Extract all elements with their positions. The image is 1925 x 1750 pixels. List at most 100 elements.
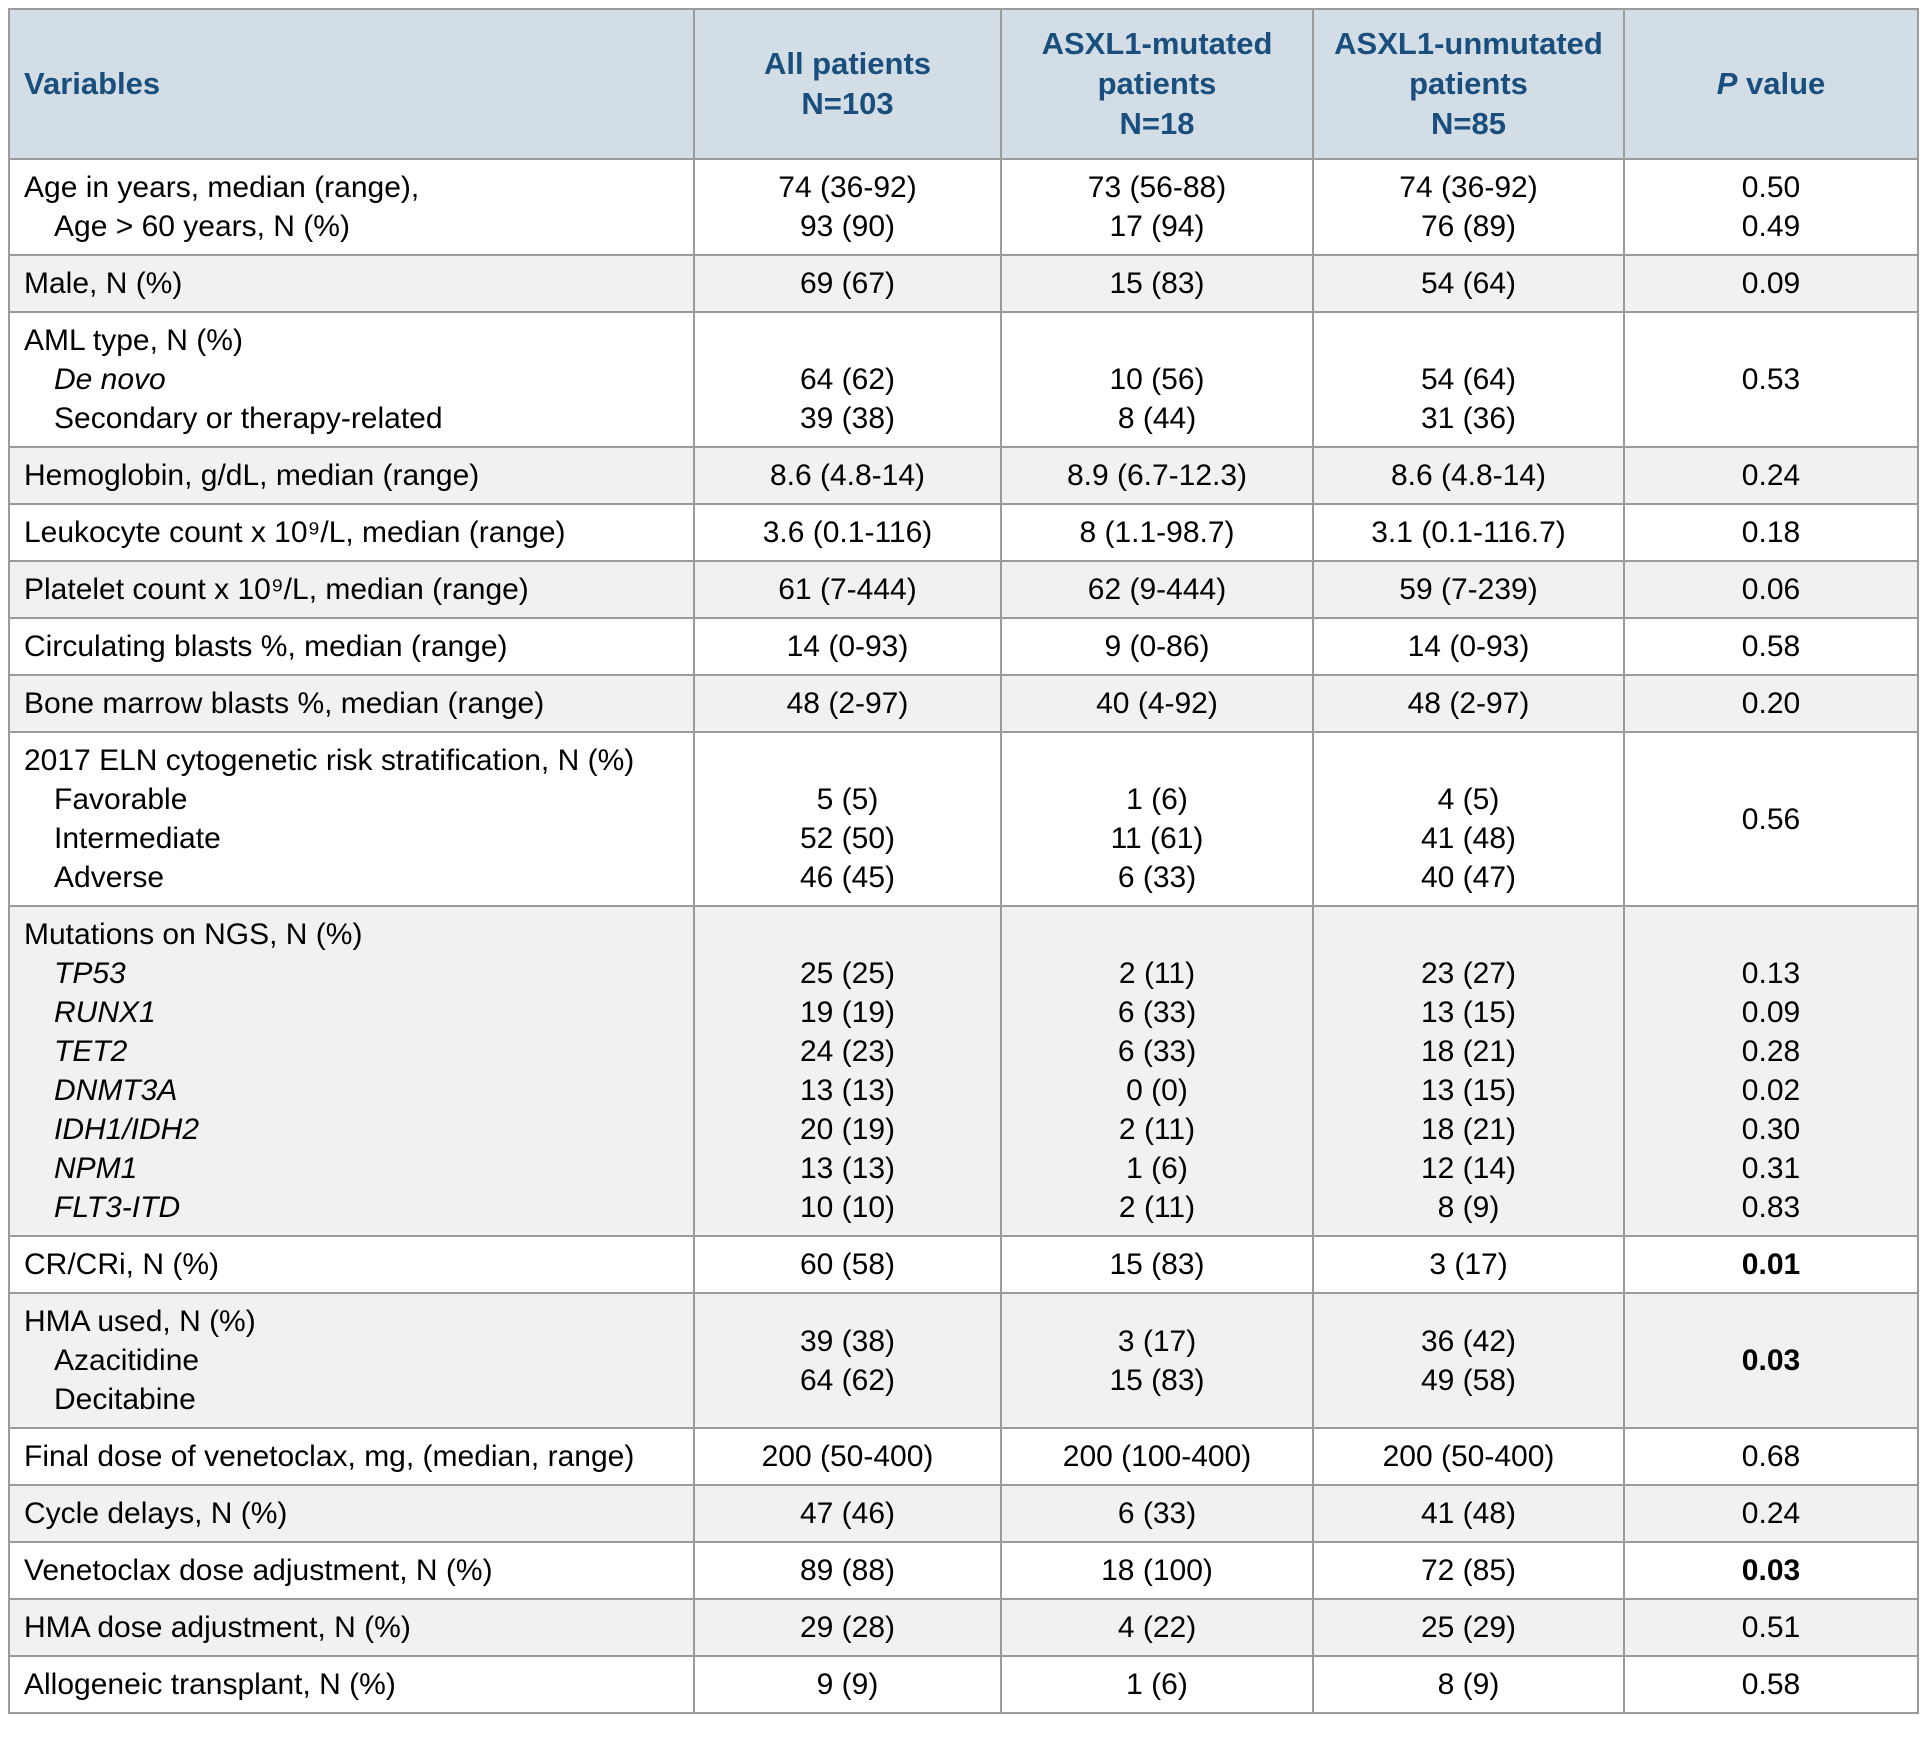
variable-cell: Bone marrow blasts %, median (range) bbox=[8, 674, 695, 733]
table-row: Hemoglobin, g/dL, median (range) 8.6 (4.8… bbox=[8, 446, 1919, 505]
value: 25 (25) bbox=[799, 957, 896, 990]
variable-label: Age in years, median (range), bbox=[24, 171, 420, 204]
p-value: 0.18 bbox=[1741, 516, 1801, 549]
value: 36 (42) bbox=[1420, 1324, 1517, 1358]
column-header: All patients N=103 bbox=[693, 8, 1002, 160]
all-patients-cell: 69 (67) bbox=[693, 254, 1002, 313]
variable-cell: Cycle delays, N (%) bbox=[8, 1484, 695, 1543]
value: 15 (83) bbox=[1109, 267, 1205, 300]
table-row: Platelet count x 10⁹/L, median (range) 61… bbox=[8, 560, 1919, 619]
asxl1-unmutated-cell: 25 (29) bbox=[1312, 1598, 1625, 1657]
column-header: Variables bbox=[8, 8, 695, 160]
value: 29 (28) bbox=[799, 1611, 896, 1644]
asxl1-unmutated-cell: 59 (7-239) bbox=[1312, 560, 1625, 619]
asxl1-mutated-cell: 9 (0-86) bbox=[1000, 617, 1314, 676]
value: 14 (0-93) bbox=[786, 630, 909, 663]
column-header: P value bbox=[1623, 8, 1919, 160]
p-value-cell: 0.51 bbox=[1623, 1598, 1919, 1657]
p-value: 0.58 bbox=[1741, 630, 1801, 663]
table-row: Mutations on NGS, N (%) TP53 RUNX1 TET2 DNMT… bbox=[8, 905, 1919, 1237]
variable-label: Final dose of venetoclax, mg, (median, r… bbox=[24, 1440, 635, 1473]
value: 46 (45) bbox=[799, 861, 896, 894]
asxl1-mutated-cell: 4 (22) bbox=[1000, 1598, 1314, 1657]
asxl1-unmutated-cell: 54 (64) bbox=[1312, 254, 1625, 313]
value: 8 (9) bbox=[1437, 1191, 1500, 1224]
value: 18 (100) bbox=[1101, 1554, 1213, 1587]
variable-cell: Male, N (%) bbox=[8, 254, 695, 313]
p-value: 0.01 bbox=[1741, 1248, 1801, 1281]
asxl1-unmutated-cell: 72 (85) bbox=[1312, 1541, 1625, 1600]
asxl1-mutated-cell: 40 (4-92) bbox=[1000, 674, 1314, 733]
value: 93 (90) bbox=[799, 210, 896, 243]
value: 41 (48) bbox=[1420, 1497, 1517, 1530]
p-value: 0.24 bbox=[1741, 459, 1801, 492]
value: 8.9 (6.7-12.3) bbox=[1066, 459, 1248, 492]
value: 20 (19) bbox=[799, 1113, 896, 1146]
table-row: Venetoclax dose adjustment, N (%) 89 (88)… bbox=[8, 1541, 1919, 1600]
all-patients-cell: 74 (36-92) 93 (90) bbox=[693, 158, 1002, 256]
asxl1-unmutated-cell: 4 (5) 41 (48) 40 (47) bbox=[1312, 731, 1625, 907]
asxl1-mutated-cell: 15 (83) bbox=[1000, 254, 1314, 313]
value: 200 (50-400) bbox=[761, 1440, 934, 1473]
value: 8.6 (4.8-14) bbox=[769, 459, 926, 492]
variable-cell: CR/CRi, N (%) bbox=[8, 1235, 695, 1294]
value: 15 (83) bbox=[1109, 1248, 1205, 1281]
value: 74 (36-92) bbox=[1399, 171, 1538, 204]
value: 61 (7-444) bbox=[778, 573, 917, 606]
value: 1 (6) bbox=[1126, 783, 1188, 816]
table-header: Variables All patients N=103 ASXL1-mutated p… bbox=[8, 8, 1919, 160]
variable-label: Allogeneic transplant, N (%) bbox=[24, 1668, 396, 1701]
p-value: 0.09 bbox=[1741, 996, 1801, 1029]
value: 49 (58) bbox=[1420, 1363, 1517, 1397]
p-value: 0.58 bbox=[1741, 1668, 1801, 1701]
variable-label: Adverse bbox=[54, 861, 165, 894]
asxl1-mutated-cell: 3 (17) 15 (83) bbox=[1000, 1292, 1314, 1429]
asxl1-mutated-cell: 8.9 (6.7-12.3) bbox=[1000, 446, 1314, 505]
asxl1-unmutated-cell: 74 (36-92) 76 (89) bbox=[1312, 158, 1625, 256]
all-patients-cell: 89 (88) bbox=[693, 1541, 1002, 1600]
asxl1-unmutated-cell: 48 (2-97) bbox=[1312, 674, 1625, 733]
variable-label: AML type, N (%) bbox=[24, 324, 243, 357]
asxl1-unmutated-cell: 54 (64) 31 (36) bbox=[1312, 311, 1625, 448]
column-header-line: P value bbox=[1716, 66, 1826, 101]
column-header-line: Variables bbox=[24, 66, 161, 101]
asxl1-mutated-cell: 2 (11) 6 (33) 6 (33) 0 (0) 2 (11) 1 (6) 2 (11) bbox=[1000, 905, 1314, 1237]
value: 54 (64) bbox=[1420, 363, 1517, 396]
value: 1 (6) bbox=[1126, 1152, 1188, 1185]
asxl1-mutated-cell: 62 (9-444) bbox=[1000, 560, 1314, 619]
value: 41 (48) bbox=[1420, 822, 1517, 855]
p-value-cell: 0.09 bbox=[1623, 254, 1919, 313]
asxl1-unmutated-cell: 3.1 (0.1-116.7) bbox=[1312, 503, 1625, 562]
variable-cell: Mutations on NGS, N (%) TP53 RUNX1 TET2 DNMT… bbox=[8, 905, 695, 1237]
value: 4 (22) bbox=[1117, 1611, 1197, 1644]
table-row: CR/CRi, N (%) 60 (58) 15 (83) 3 (17) 0.01 bbox=[8, 1235, 1919, 1294]
variable-label: Male, N (%) bbox=[24, 267, 183, 300]
table-row: Final dose of venetoclax, mg, (median, r… bbox=[8, 1427, 1919, 1486]
table-row: HMA used, N (%) Azacitidine Decitabine 39 (… bbox=[8, 1292, 1919, 1429]
p-value-cell: 0.53 bbox=[1623, 311, 1919, 448]
asxl1-unmutated-cell: 23 (27) 13 (15) 18 (21) 13 (15) 18 (21) 12 (1… bbox=[1312, 905, 1625, 1237]
p-value-cell: 0.50 0.49 bbox=[1623, 158, 1919, 256]
value: 3 (17) bbox=[1117, 1324, 1197, 1358]
variable-cell: Leukocyte count x 10⁹/L, median (range) bbox=[8, 503, 695, 562]
value: 24 (23) bbox=[799, 1035, 896, 1068]
value: 4 (5) bbox=[1437, 783, 1500, 816]
variable-label: TP53 bbox=[54, 957, 126, 990]
value: 3.6 (0.1-116) bbox=[762, 516, 933, 549]
p-value: 0.83 bbox=[1741, 1191, 1801, 1224]
header-row: Variables All patients N=103 ASXL1-mutated p… bbox=[8, 8, 1919, 160]
value: 0 (0) bbox=[1126, 1074, 1188, 1107]
variable-label: Circulating blasts %, median (range) bbox=[24, 630, 508, 663]
p-value-cell: 0.58 bbox=[1623, 617, 1919, 676]
table-row: Male, N (%) 69 (67) 15 (83) 54 (64) 0.09 bbox=[8, 254, 1919, 313]
asxl1-mutated-cell: 10 (56) 8 (44) bbox=[1000, 311, 1314, 448]
p-value: 0.03 bbox=[1741, 1554, 1801, 1587]
table-row: Leukocyte count x 10⁹/L, median (range) 3… bbox=[8, 503, 1919, 562]
variable-cell: AML type, N (%) De novo Secondary or thera… bbox=[8, 311, 695, 448]
value: 2 (11) bbox=[1118, 957, 1196, 990]
value: 19 (19) bbox=[799, 996, 896, 1029]
column-header: ASXL1-mutated patients N=18 bbox=[1000, 8, 1314, 160]
p-value-cell: 0.03 bbox=[1623, 1292, 1919, 1429]
variable-label: Secondary or therapy-related bbox=[54, 402, 443, 435]
table-body: Age in years, median (range), Age > 60 ye… bbox=[8, 158, 1919, 1714]
